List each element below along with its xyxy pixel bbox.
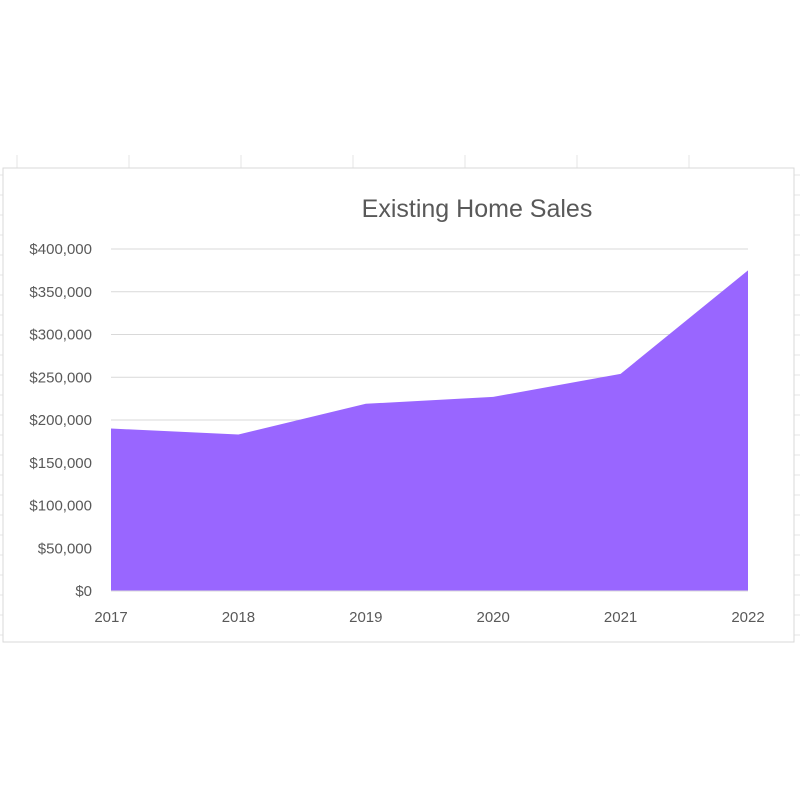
y-tick-label: $350,000 xyxy=(29,284,92,301)
area-series-layer xyxy=(111,270,748,592)
x-tick-label: 2020 xyxy=(477,609,510,626)
y-tick-label: $50,000 xyxy=(38,540,92,557)
y-tick-label: $100,000 xyxy=(29,498,92,515)
x-tick-label: 2021 xyxy=(604,609,637,626)
x-tick-label: 2022 xyxy=(731,609,764,626)
y-tick-label: $300,000 xyxy=(29,327,92,344)
area-series[interactable] xyxy=(111,270,748,591)
y-tick-label: $200,000 xyxy=(29,412,92,429)
y-tick-label: $0 xyxy=(75,583,92,600)
chart-title: Existing Home Sales xyxy=(362,195,593,223)
y-tick-label: $400,000 xyxy=(29,241,92,258)
x-tick-label: 2017 xyxy=(94,609,127,626)
x-axis-tick-labels: 2017 2018 2019 2020 2021 2022 xyxy=(94,609,764,626)
y-tick-label: $150,000 xyxy=(29,455,92,472)
x-tick-label: 2018 xyxy=(222,609,255,626)
x-tick-label: 2019 xyxy=(349,609,382,626)
y-axis-tick-labels: $0 $50,000 $100,000 $150,000 $200,000 $250,00… xyxy=(29,241,92,600)
y-tick-label: $250,000 xyxy=(29,369,92,386)
